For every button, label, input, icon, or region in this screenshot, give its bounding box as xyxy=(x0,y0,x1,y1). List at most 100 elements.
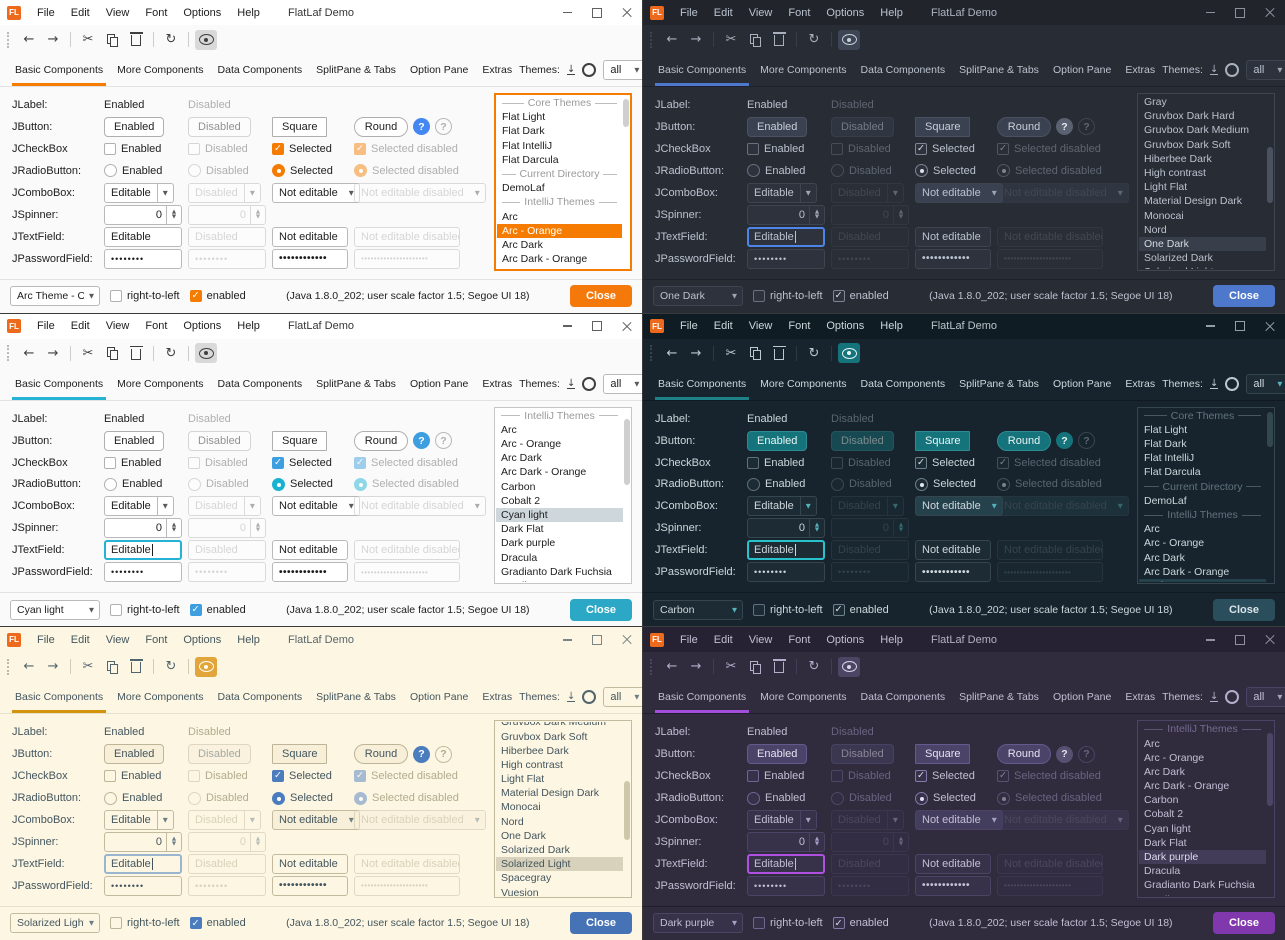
theme-item-selected[interactable]: Cyan light xyxy=(496,507,623,523)
scrollbar[interactable] xyxy=(623,96,629,268)
back-button[interactable]: ← xyxy=(666,32,678,47)
close-window-button[interactable] xyxy=(1255,314,1285,339)
help-button-secondary[interactable]: ? xyxy=(1078,118,1095,136)
github-icon[interactable] xyxy=(1225,690,1240,705)
scrollbar[interactable] xyxy=(1267,409,1273,583)
menu-font[interactable]: Font xyxy=(788,320,811,333)
passwordfield-not-editable[interactable]: •••••••••••• xyxy=(915,875,991,896)
theme-item[interactable]: Flat Dark xyxy=(1144,438,1187,451)
menu-file[interactable]: File xyxy=(680,320,698,333)
help-button[interactable]: ? xyxy=(413,745,430,763)
radio-selected[interactable]: Selected xyxy=(915,791,991,805)
passwordfield-enabled[interactable]: •••••••• xyxy=(747,562,825,583)
enabled-button[interactable]: Enabled xyxy=(747,430,808,451)
theme-item[interactable]: Arc - Orange xyxy=(501,438,562,451)
radio-enabled[interactable]: Enabled xyxy=(104,791,182,805)
right-to-left-checkbox[interactable]: right-to-left xyxy=(110,603,180,616)
radio-enabled[interactable]: Enabled xyxy=(104,164,182,178)
enabled-checkbox[interactable]: enabled xyxy=(832,917,889,930)
menu-edit[interactable]: Edit xyxy=(70,6,90,19)
show-hidden-toggle[interactable] xyxy=(838,29,860,50)
tab-basic-components[interactable]: Basic Components xyxy=(10,681,108,714)
spinner-arrows[interactable]: ▲ ▼ xyxy=(166,205,181,224)
square-button[interactable]: Square xyxy=(272,744,328,765)
theme-item[interactable]: Gruvbox Dark Soft xyxy=(1144,138,1231,151)
scrollbar[interactable] xyxy=(624,722,630,896)
theme-item-selected[interactable]: Solarized Light xyxy=(496,857,623,872)
checkbox-selected[interactable]: Selected xyxy=(915,456,991,469)
passwordfield-not-editable[interactable]: •••••••••••• xyxy=(272,562,348,583)
copy-icon[interactable] xyxy=(101,343,123,363)
help-button-secondary[interactable]: ? xyxy=(435,118,452,136)
radio-enabled[interactable]: Enabled xyxy=(104,477,182,491)
menu-options[interactable]: Options xyxy=(183,633,222,646)
tab-splitpane-tabs[interactable]: SplitPane & Tabs xyxy=(959,377,1039,390)
right-to-left-checkbox[interactable]: right-to-left xyxy=(753,917,823,930)
tab-data-components[interactable]: Data Components xyxy=(860,691,946,704)
menu-font[interactable]: Font xyxy=(788,6,811,19)
theme-combo[interactable]: One Dark ▼ xyxy=(653,286,743,307)
scrollbar-thumb[interactable] xyxy=(1267,147,1273,203)
forward-button[interactable]: → xyxy=(47,32,59,47)
combobox-editable[interactable]: Editable ▼ xyxy=(104,810,174,831)
theme-item[interactable]: Material Design Dark xyxy=(1144,195,1243,208)
menu-help[interactable]: Help xyxy=(237,6,260,19)
theme-item[interactable]: Arc - Orange xyxy=(1144,751,1205,764)
tab-more-components[interactable]: More Components xyxy=(117,691,204,704)
titlebar[interactable]: FL File Edit View Font Options Help FlatLaf D… xyxy=(0,627,642,653)
spinner-enabled[interactable]: 0 ▲ ▼ xyxy=(747,204,825,225)
maximize-button[interactable] xyxy=(1225,627,1255,652)
combobox-editable[interactable]: Editable ▼ xyxy=(747,810,817,831)
minimize-button[interactable] xyxy=(552,627,582,652)
close-window-button[interactable] xyxy=(1255,627,1285,652)
tab-basic-components[interactable]: Basic Components xyxy=(653,681,751,714)
theme-item[interactable]: Cyan light xyxy=(1144,822,1191,835)
github-icon[interactable] xyxy=(582,690,597,705)
toolbar-grip[interactable] xyxy=(7,345,9,362)
textfield-not-editable[interactable]: Not editable xyxy=(915,226,991,247)
enabled-button[interactable]: Enabled xyxy=(104,116,165,137)
tab-more-components[interactable]: More Components xyxy=(117,377,204,390)
help-button[interactable]: ? xyxy=(413,432,430,450)
theme-item[interactable]: Arc Dark - Orange xyxy=(1144,565,1230,578)
close-button[interactable]: Close xyxy=(1213,912,1275,935)
close-button[interactable]: Close xyxy=(570,285,632,308)
theme-item[interactable]: Light Flat xyxy=(501,773,545,786)
round-button[interactable]: Round xyxy=(354,430,408,451)
checkbox-selected[interactable]: Selected xyxy=(272,142,348,155)
menu-font[interactable]: Font xyxy=(788,633,811,646)
checkbox-enabled[interactable]: Enabled xyxy=(104,142,182,155)
help-button[interactable]: ? xyxy=(1056,432,1073,450)
tab-extras[interactable]: Extras xyxy=(1125,64,1156,76)
show-hidden-toggle[interactable] xyxy=(838,656,860,677)
theme-item[interactable]: Carbon xyxy=(501,480,536,493)
forward-button[interactable]: → xyxy=(690,345,702,361)
help-button[interactable]: ? xyxy=(1056,745,1073,763)
round-button[interactable]: Round xyxy=(354,116,408,137)
theme-filter-combo[interactable]: all ▼ xyxy=(1246,373,1285,394)
theme-list[interactable]: IntelliJ Themes Arc Arc - Orange Arc Dark Ar… xyxy=(1137,720,1275,898)
copy-icon[interactable] xyxy=(101,30,123,50)
menu-options[interactable]: Options xyxy=(183,320,222,333)
tab-more-components[interactable]: More Components xyxy=(760,64,847,76)
tab-splitpane-tabs[interactable]: SplitPane & Tabs xyxy=(959,64,1039,76)
menu-options[interactable]: Options xyxy=(826,320,865,333)
combobox-editable[interactable]: Editable ▼ xyxy=(104,496,174,517)
scrollbar-thumb[interactable] xyxy=(624,781,630,841)
minimize-button[interactable] xyxy=(1195,627,1225,652)
menu-file[interactable]: File xyxy=(37,6,55,19)
round-button[interactable]: Round xyxy=(354,744,408,765)
textfield-editable[interactable]: Editable xyxy=(104,540,182,561)
cut-icon[interactable]: ✂ xyxy=(725,659,737,675)
forward-button[interactable]: → xyxy=(690,32,702,47)
radio-selected[interactable]: Selected xyxy=(915,477,991,491)
tab-splitpane-tabs[interactable]: SplitPane & Tabs xyxy=(959,691,1039,704)
menu-edit[interactable]: Edit xyxy=(713,6,733,19)
passwordfield-not-editable[interactable]: •••••••••••• xyxy=(915,562,991,583)
close-button[interactable]: Close xyxy=(570,912,632,935)
show-hidden-toggle[interactable] xyxy=(195,656,217,677)
textfield-editable[interactable]: Editable xyxy=(104,226,182,247)
tab-option-pane[interactable]: Option Pane xyxy=(1052,691,1112,704)
back-button[interactable]: ← xyxy=(23,32,35,47)
theme-filter-combo[interactable]: all ▼ xyxy=(603,373,642,394)
